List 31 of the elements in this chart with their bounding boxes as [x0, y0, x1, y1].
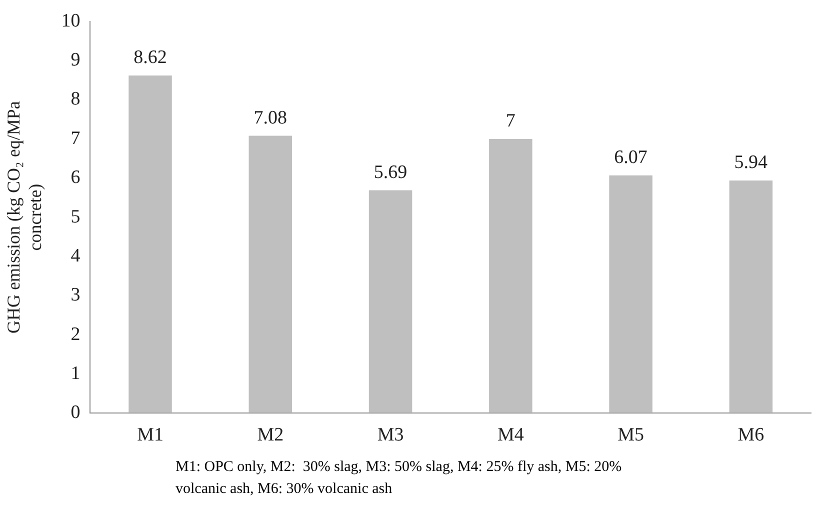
bar [729, 180, 773, 413]
data-label: 8.62 [134, 46, 167, 68]
y-tick-label: 7 [70, 128, 80, 149]
y-tick-label: 9 [70, 50, 80, 71]
y-tick-label: 0 [70, 402, 80, 424]
y-axis-title: GHG emission (kg CO₂ eq/MPa concrete) [4, 101, 46, 334]
y-tick-label: 4 [70, 245, 81, 266]
bar [368, 190, 412, 413]
x-tick-label: M3 [377, 424, 404, 446]
data-label: 7.08 [254, 107, 288, 128]
bar [609, 175, 652, 413]
data-label: 5.69 [374, 162, 408, 183]
y-tick-label: 1 [70, 363, 80, 384]
bar [128, 75, 172, 413]
data-label: 5.94 [734, 152, 768, 173]
x-tick-label: M4 [497, 424, 524, 446]
data-label: 7 [506, 110, 516, 132]
y-tick-label: 5 [70, 206, 80, 228]
y-tick-label: 8 [70, 88, 80, 110]
x-tick-label: M1 [137, 424, 164, 446]
y-tick-label: 3 [70, 284, 80, 306]
y-tick-label: 2 [70, 324, 80, 345]
bar [489, 138, 532, 413]
bar [248, 136, 292, 413]
x-tick-label: M5 [618, 424, 644, 446]
y-tick-label: 10 [61, 10, 80, 32]
x-tick-label: M6 [738, 424, 764, 446]
text: M1: OPC only, M2: 30% slag, M3: 50% slag, M4: 25% fly ash, M5: 20% volcanic ash, M6: 30% volcanic ash [176, 458, 623, 499]
x-tick-label: M2 [257, 424, 284, 446]
y-tick-label: 6 [70, 167, 80, 188]
data-label: 6.07 [614, 146, 648, 168]
